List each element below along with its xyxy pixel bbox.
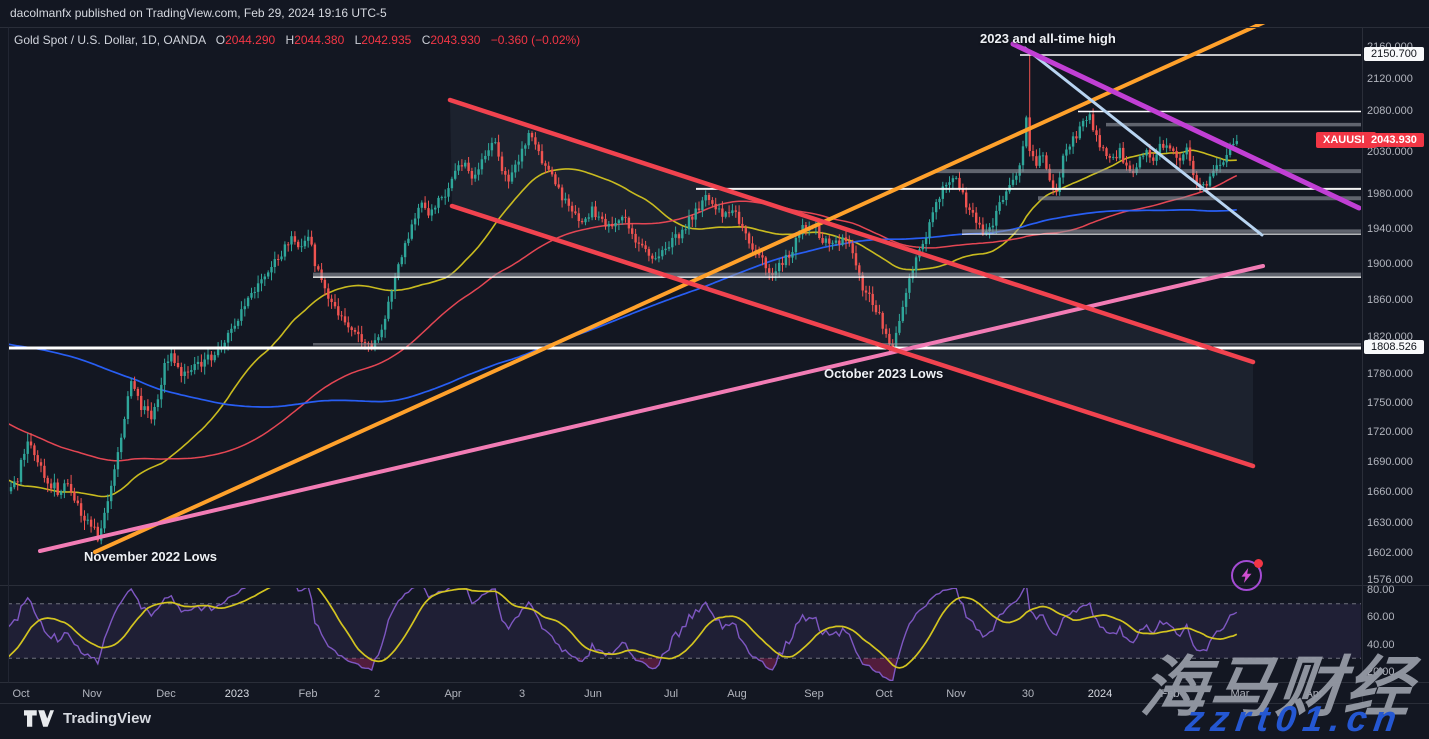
- time-tick: 3: [518, 688, 526, 700]
- time-tick: Jul: [663, 688, 679, 700]
- change-value: −0.360 (−0.02%): [490, 33, 581, 47]
- time-tick: Nov: [82, 688, 102, 700]
- price-tick: 1602.000: [1367, 546, 1413, 559]
- low-value: 2042.935: [361, 33, 412, 47]
- lightning-bolt-icon: [1241, 568, 1252, 583]
- notification-dot: [1254, 559, 1263, 568]
- idea-flash-icon[interactable]: [1231, 559, 1263, 591]
- high-label: H: [285, 33, 295, 47]
- price-tick: 1660.000: [1367, 486, 1413, 499]
- publish-header-text: dacolmanfx published on TradingView.com,…: [10, 6, 387, 20]
- time-tick: Aug: [727, 688, 747, 700]
- price-tick: 1690.000: [1367, 456, 1413, 469]
- price-tick: 1980.000: [1367, 188, 1413, 201]
- last-price-badge: 2043.930: [1364, 132, 1424, 147]
- price-tick: 2030.000: [1367, 146, 1413, 159]
- time-tick: Jun: [584, 688, 602, 700]
- symbol-badge: XAUUSD: [1316, 131, 1377, 148]
- low-label: L: [354, 33, 362, 47]
- price-level-badge-high: 2150.700: [1364, 47, 1424, 61]
- price-tick: 1940.000: [1367, 222, 1413, 235]
- time-tick: Apr: [1305, 688, 1323, 700]
- price-tick: 1720.000: [1367, 426, 1413, 439]
- time-tick: Sep: [804, 688, 824, 700]
- time-tick: Dec: [156, 688, 176, 700]
- time-tick: 2023: [224, 688, 250, 700]
- time-tick: 2: [373, 688, 381, 700]
- rsi-tick: 80.00: [1367, 583, 1395, 596]
- rsi-tick: 60.00: [1367, 610, 1395, 623]
- time-tick: Feb: [298, 688, 318, 700]
- close-value: 2043.930: [430, 33, 481, 47]
- tradingview-brand-text: TradingView: [63, 710, 152, 727]
- price-tick: 2080.000: [1367, 105, 1413, 118]
- annotation-alltime-high: 2023 and all-time high: [980, 31, 1116, 46]
- price-tick: 1900.000: [1367, 258, 1413, 271]
- price-tick: 2120.000: [1367, 72, 1413, 85]
- high-value: 2044.380: [294, 33, 345, 47]
- close-label: C: [421, 33, 431, 47]
- open-label: O: [215, 33, 226, 47]
- tradingview-logo-icon: [24, 710, 54, 727]
- price-level-badge-low: 1808.526: [1364, 340, 1424, 354]
- price-tick: 1820.000: [1367, 330, 1413, 343]
- legend-title: Gold Spot / U.S. Dollar, 1D, OANDA: [14, 33, 206, 47]
- price-tick: 1576.000: [1367, 574, 1413, 587]
- rsi-tick: 40.00: [1367, 638, 1395, 651]
- price-tick: 1860.000: [1367, 294, 1413, 307]
- time-tick: 30: [1021, 688, 1035, 700]
- open-value: 2044.290: [225, 33, 276, 47]
- publish-header: dacolmanfx published on TradingView.com,…: [10, 6, 387, 20]
- time-tick: 2024: [1087, 688, 1113, 700]
- time-tick: Mar: [1230, 688, 1250, 700]
- time-tick: Feb: [1160, 688, 1180, 700]
- time-tick: Oct: [875, 688, 893, 700]
- watermark-url: zzrt01.cn: [1183, 698, 1407, 739]
- tradingview-attribution[interactable]: TradingView: [24, 710, 151, 727]
- time-tick: Nov: [946, 688, 966, 700]
- annotation-november-lows: November 2022 Lows: [84, 549, 217, 564]
- price-tick: 1630.000: [1367, 517, 1413, 530]
- price-tick: 1780.000: [1367, 368, 1413, 381]
- time-tick: Apr: [444, 688, 462, 700]
- price-tick: 1750.000: [1367, 397, 1413, 410]
- rsi-tick: 20.00: [1367, 665, 1395, 678]
- time-tick: Oct: [12, 688, 30, 700]
- symbol-legend[interactable]: Gold Spot / U.S. Dollar, 1D, OANDA O2044…: [14, 33, 580, 47]
- annotation-october-lows: October 2023 Lows: [824, 366, 944, 381]
